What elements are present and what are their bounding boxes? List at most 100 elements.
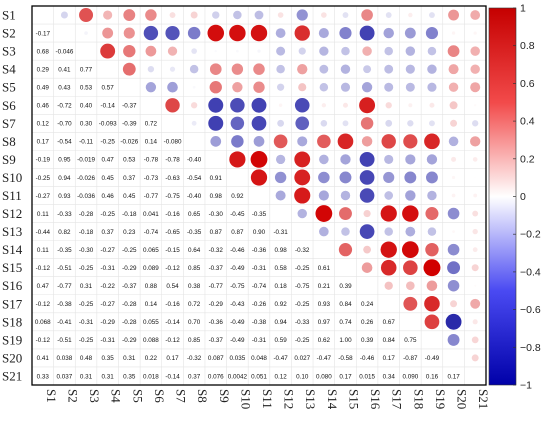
corr-circle-S2-S13 (294, 25, 310, 41)
corr-value-S7-S3: 0.30 (80, 121, 93, 128)
corr-value-S19-S18: 0.75 (404, 337, 417, 344)
colorbar-tick-label: −0.8 (520, 342, 541, 354)
corr-circle-S10-S20 (451, 175, 456, 180)
corr-value-S20-S1: 0.41 (37, 355, 50, 362)
corr-value-S19-S7: -0.12 (165, 337, 180, 344)
corr-circle-S3-S4 (100, 43, 116, 59)
corr-circle-S3-S16 (362, 46, 372, 56)
corr-value-S11-S4: 0.46 (102, 193, 115, 200)
corr-value-S15-S5: -0.29 (122, 265, 137, 272)
corr-value-S21-S19: 0.16 (426, 373, 439, 380)
colorbar-tick-label: −0.2 (520, 229, 541, 241)
colorbar-tick-label: −0.4 (520, 266, 541, 278)
corr-circle-S7-S9 (208, 115, 224, 131)
corr-value-S18-S9: -0.36 (209, 319, 224, 326)
corr-value-S11-S1: -0.27 (36, 193, 51, 200)
row-label-S15: S15 (2, 260, 22, 275)
corr-circle-S5-S19 (427, 82, 437, 92)
corr-circle-S9-S14 (319, 154, 329, 165)
corr-circle-S5-S13 (298, 83, 307, 92)
corr-circle-S6-S21 (474, 104, 477, 107)
corr-value-S18-S3: -0.31 (79, 319, 94, 326)
corr-value-S20-S16: -0.46 (360, 355, 375, 362)
corr-value-S19-S9: -0.37 (209, 337, 224, 344)
corr-value-S11-S6: -0.77 (144, 193, 159, 200)
corr-value-S4-S1: 0.29 (37, 66, 50, 73)
corr-circle-S6-S20 (449, 101, 458, 110)
corr-circle-S2-S14 (318, 28, 329, 39)
corr-circle-S4-S20 (448, 64, 459, 75)
corr-value-S15-S3: -0.25 (79, 265, 94, 272)
corr-circle-S5-S14 (319, 82, 329, 92)
corr-value-S15-S8: 0.85 (188, 265, 201, 272)
corr-value-S13-S9: 0.87 (210, 229, 223, 236)
corr-value-S13-S7: -0.65 (165, 229, 180, 236)
corr-value-S21-S20: 0.17 (447, 373, 460, 380)
corr-circle-S1-S19 (429, 12, 435, 18)
corr-circle-S1-S17 (385, 12, 392, 18)
corr-value-S8-S4: -0.25 (100, 139, 115, 146)
corr-circle-S4-S9 (209, 63, 222, 75)
corr-circle-S4-S6 (147, 65, 155, 73)
row-label-S12: S12 (2, 206, 22, 221)
corr-value-S14-S7: -0.15 (165, 247, 180, 254)
corr-circle-S13-S18 (405, 226, 416, 237)
corr-value-S21-S1: 0.33 (37, 373, 50, 380)
corr-circle-S4-S11 (253, 63, 265, 75)
corr-value-S6-S2: -0.72 (57, 103, 72, 110)
corr-value-S4-S3: 0.77 (80, 66, 93, 73)
corr-value-S20-S3: 0.48 (80, 355, 93, 362)
corr-value-S15-S4: -0.31 (100, 265, 115, 272)
corr-circle-S2-S3 (84, 31, 88, 35)
corr-circle-S10-S11 (250, 169, 268, 186)
corr-circle-S9-S17 (384, 154, 394, 164)
corr-circle-S1-S10 (233, 10, 242, 20)
corr-value-S13-S12: -0.31 (273, 229, 288, 236)
corr-circle-S2-S10 (229, 24, 246, 42)
corr-value-S16-S10: -0.75 (230, 283, 245, 290)
corr-circle-S1-S15 (342, 12, 349, 18)
corr-value-S21-S12: 0.12 (274, 373, 287, 380)
col-label-S1: S1 (44, 389, 59, 403)
corr-circle-S6-S17 (385, 102, 392, 109)
corr-circle-S4-S12 (276, 64, 285, 74)
corr-circle-S2-S6 (143, 25, 159, 41)
row-label-S18: S18 (2, 314, 22, 329)
corr-value-S16-S1: 0.47 (37, 283, 50, 290)
corr-value-S10-S8: -0.54 (187, 175, 202, 182)
corr-value-S14-S12: 0.98 (274, 247, 287, 254)
corr-circle-S6-S18 (408, 103, 413, 108)
corr-value-S20-S6: 0.22 (145, 355, 158, 362)
corr-circle-S4-S15 (340, 64, 351, 74)
corr-value-S14-S5: -0.25 (122, 247, 137, 254)
corr-value-S7-S1: 0.12 (37, 121, 50, 128)
corr-circle-S1-S12 (277, 12, 284, 18)
corr-value-S9-S3: -0.019 (77, 157, 95, 164)
row-label-S3: S3 (2, 44, 16, 59)
corr-circle-S2-S20 (451, 31, 456, 35)
corr-circle-S3-S6 (145, 45, 157, 57)
corr-circle-S16-S17 (384, 281, 393, 290)
corr-circle-S1-S7 (169, 12, 176, 18)
corr-circle-S3-S10 (236, 49, 239, 53)
value-labels: -0.17 0.68 -0.046 0.29 0.41 0.77 0.49 0.43 0.53 0… (35, 30, 460, 380)
corr-value-S19-S2: -0.51 (57, 337, 72, 344)
corr-circle-S4-S19 (427, 64, 437, 74)
corr-circle-S11-S21 (473, 193, 478, 198)
corr-circle-S4-S10 (231, 63, 244, 75)
corr-value-S20-S4: 0.35 (102, 355, 115, 362)
corr-value-S20-S12: -0.47 (273, 355, 288, 362)
corr-value-S13-S10: 0.87 (231, 229, 244, 236)
corr-circle-S6-S19 (429, 102, 435, 108)
corr-value-S21-S17: 0.34 (383, 373, 396, 380)
corr-circle-S18-S21 (472, 319, 478, 325)
corr-circle-S8-S12 (273, 134, 288, 149)
corr-circle-S7-S20 (450, 119, 458, 127)
corr-circle-S12-S17 (380, 205, 397, 222)
colorbar-tick-label: 0.6 (520, 78, 535, 90)
corr-value-S18-S14: 0.97 (318, 319, 331, 326)
corr-value-S19-S1: -0.12 (36, 337, 51, 344)
corr-circle-S12-S18 (402, 205, 419, 222)
corr-circle-S7-S18 (407, 120, 414, 127)
corr-value-S13-S11: 0.90 (253, 229, 266, 236)
